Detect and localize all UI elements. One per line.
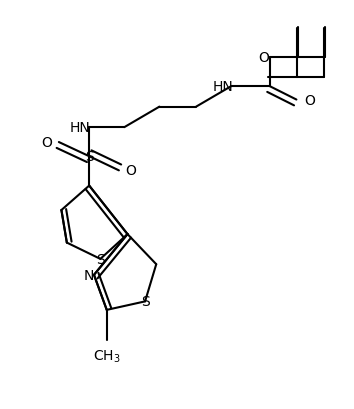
Text: S: S: [141, 294, 149, 309]
Text: O: O: [125, 164, 136, 178]
Text: N: N: [84, 268, 94, 282]
Text: S: S: [96, 252, 105, 266]
Text: CH$_3$: CH$_3$: [93, 348, 121, 364]
Text: HN: HN: [212, 80, 233, 94]
Text: O: O: [304, 93, 315, 107]
Text: O: O: [259, 51, 270, 65]
Text: O: O: [42, 136, 52, 150]
Text: HN: HN: [70, 121, 91, 135]
Text: S: S: [85, 150, 93, 164]
